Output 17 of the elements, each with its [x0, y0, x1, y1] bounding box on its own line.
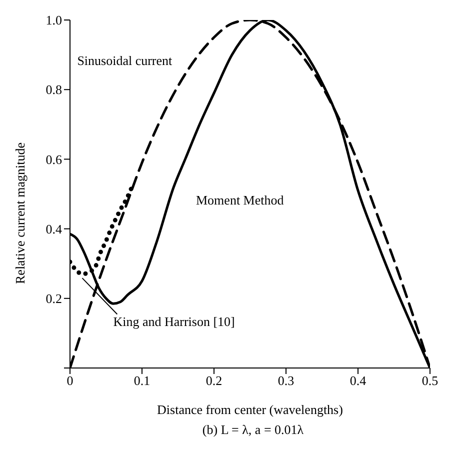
series-label: Moment Method — [196, 192, 284, 208]
x-tick-label: 0.2 — [206, 373, 222, 388]
x-tick-label: 0.5 — [422, 373, 438, 388]
text: (b) L = λ, a = 0.01λ — [201, 422, 305, 438]
x-tick-label: 0.1 — [134, 373, 150, 388]
y-tick-label: 0.8 — [46, 82, 62, 98]
y-axis-title: Relative current magnitude — [12, 142, 28, 284]
x-axis-title: Distance from center (wavelengths) — [157, 402, 343, 417]
x-tick-label: 0.3 — [278, 373, 294, 388]
y-tick-label: 0.2 — [46, 291, 62, 306]
series-label: Sinusoidal current — [77, 53, 173, 68]
y-tick-label: 0.6 — [46, 152, 62, 167]
text: King and Harrison [10] — [113, 314, 235, 330]
x-tick-label: 0.4 — [350, 373, 367, 388]
y-tick-label: 1.0 — [46, 12, 62, 28]
y-tick-label: 0.4 — [46, 221, 62, 236]
x-tick-label: 0 — [66, 373, 74, 388]
